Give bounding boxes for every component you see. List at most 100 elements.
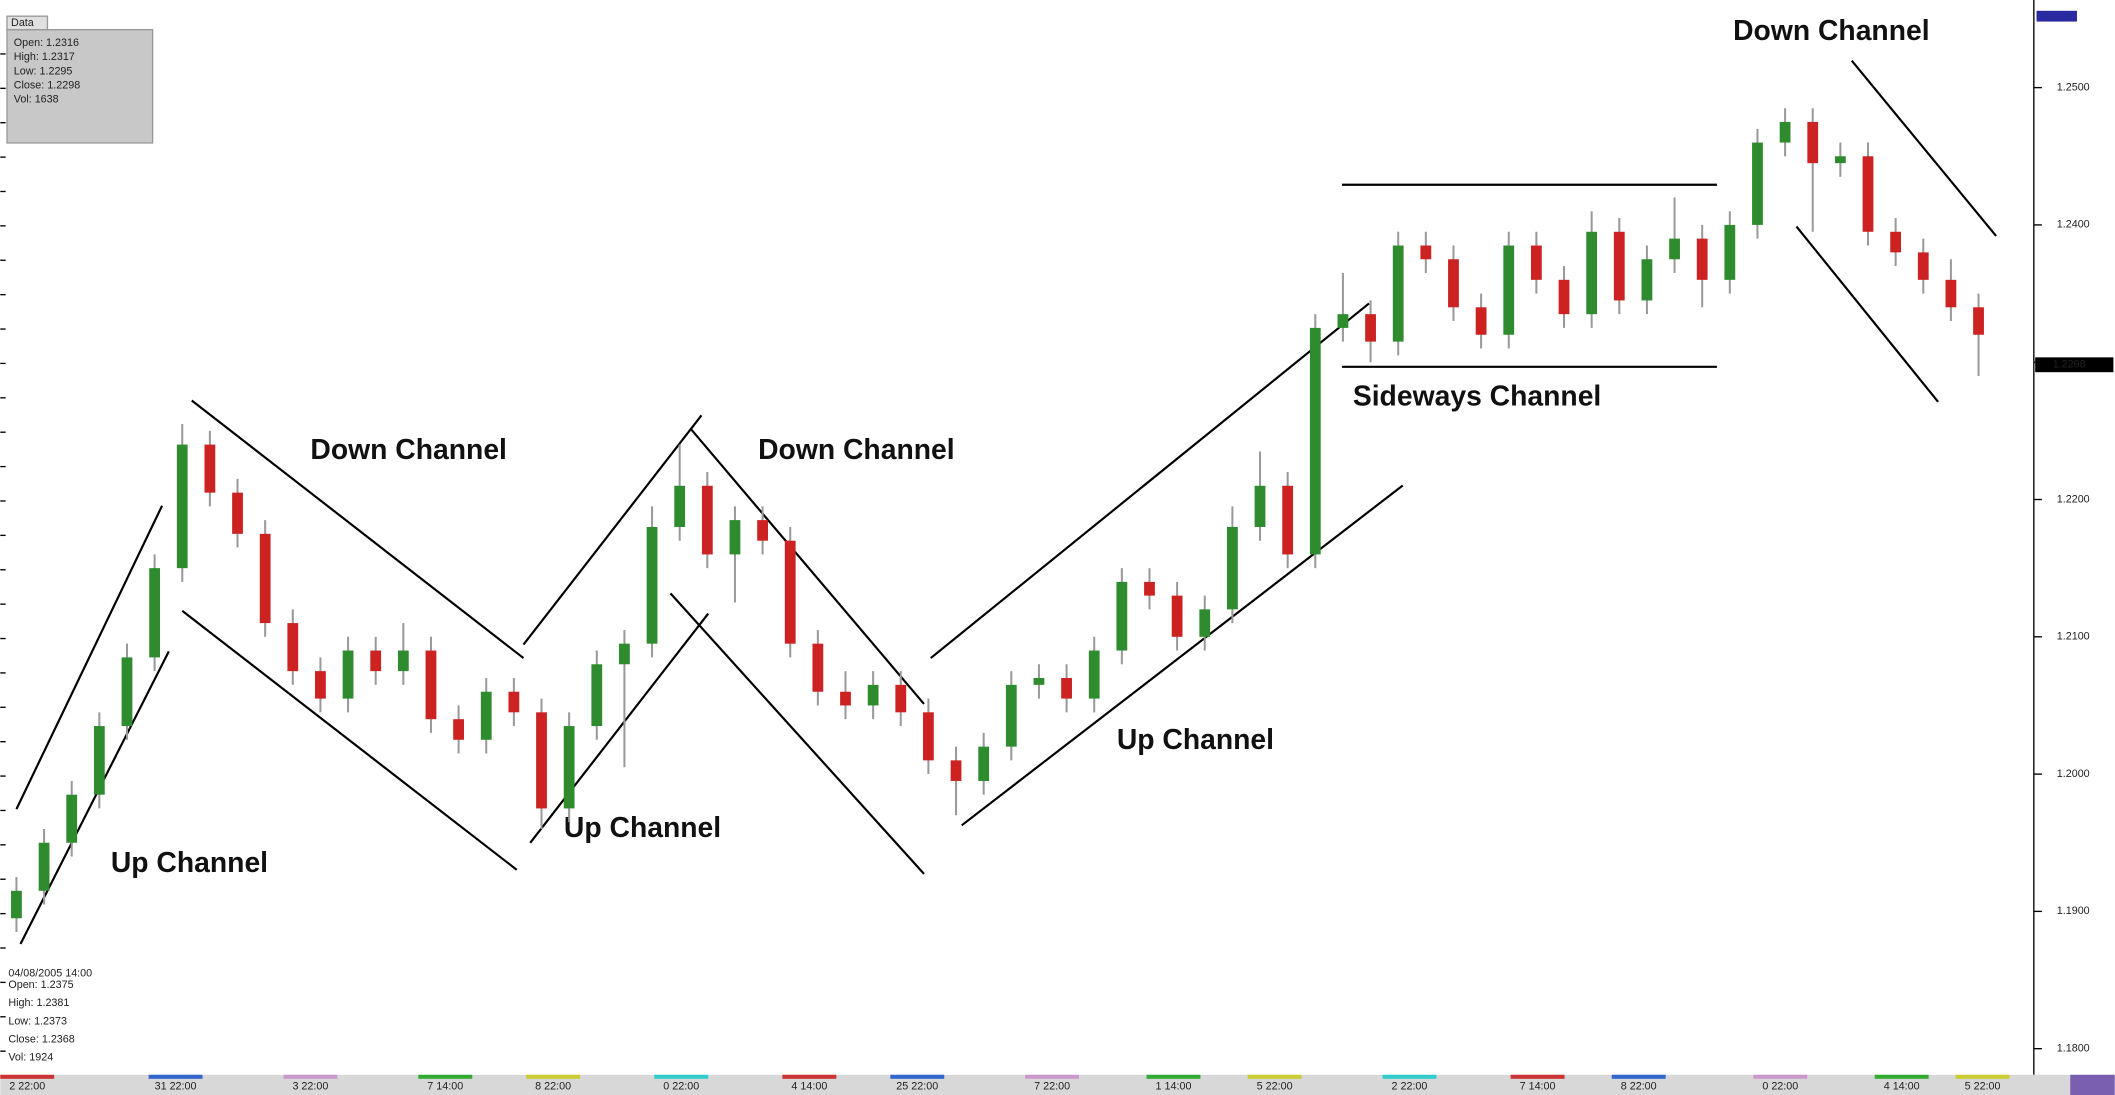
candle-body: [1116, 581, 1128, 651]
x-axis-segment: [1955, 1074, 2010, 1079]
x-axis-segment: [418, 1074, 473, 1079]
info-text: Open: 1.2375: [8, 979, 73, 991]
last-price-label: 1.2298: [2053, 359, 2086, 371]
info-tab: [6, 15, 49, 31]
candle-body: [342, 650, 354, 699]
annotation: Sideways Channel: [1353, 379, 1601, 411]
x-axis-segment: [526, 1074, 581, 1079]
y-tick-label: 1.2000: [2057, 768, 2090, 780]
candle-body: [1420, 245, 1432, 260]
y-tick-label: 1.2400: [2057, 219, 2090, 231]
x-tick-label: 8 22:00: [535, 1081, 571, 1093]
annotation: Down Channel: [758, 433, 955, 465]
candle-body: [425, 650, 437, 720]
channel-line: [669, 592, 925, 875]
info-text: Open: 1.2316: [14, 37, 79, 49]
x-axis-segment: [283, 1074, 338, 1079]
candle-body: [232, 492, 243, 534]
candle-body: [1337, 314, 1349, 328]
channel-line: [689, 428, 925, 705]
candle-body: [923, 712, 934, 761]
candle-body: [1475, 307, 1487, 335]
x-axis-segment: [654, 1074, 709, 1079]
corner-badge: [2070, 1074, 2115, 1095]
candle-body: [1724, 224, 1736, 280]
candle-body: [66, 794, 78, 843]
candle-body: [978, 746, 990, 781]
x-tick-label: 25 22:00: [896, 1081, 938, 1093]
x-tick-label: 2 22:00: [9, 1081, 45, 1093]
y-tick-label: 1.2500: [2057, 81, 2090, 93]
channel-line: [930, 302, 1370, 659]
candle-body: [1834, 156, 1846, 164]
candle-body: [1088, 650, 1100, 699]
x-axis-segment: [1382, 1074, 1437, 1079]
channel-line: [961, 484, 1404, 827]
candle-body: [1144, 581, 1155, 596]
candle-body: [1226, 526, 1238, 610]
x-tick-label: 31 22:00: [155, 1081, 197, 1093]
x-axis-segment: [1247, 1074, 1302, 1079]
candle-body: [315, 671, 326, 699]
info-text: Low: 1.2373: [8, 1015, 67, 1027]
candle-body: [1309, 327, 1321, 555]
candle-body: [1613, 231, 1625, 301]
channel-line: [191, 399, 525, 659]
candle-body: [370, 650, 382, 672]
candle-body: [1061, 677, 1072, 699]
info-text: High: 1.2317: [14, 51, 75, 63]
candle-body: [121, 657, 133, 727]
candle-body: [11, 890, 22, 919]
y-tick-label: 1.2100: [2057, 631, 2090, 643]
candle-body: [1669, 238, 1680, 260]
candle-body: [1171, 595, 1183, 637]
x-axis-segment: [1611, 1074, 1666, 1079]
candle-body: [1752, 142, 1763, 225]
channel-line: [522, 414, 703, 646]
annotation: Down Channel: [310, 433, 507, 465]
info-text: High: 1.2381: [8, 997, 69, 1009]
candle-body: [701, 485, 713, 555]
candle-body: [1558, 279, 1570, 315]
x-axis-segment: [1874, 1074, 1929, 1079]
candle-body: [840, 691, 851, 706]
channel-line: [15, 505, 164, 810]
candle-body: [757, 520, 768, 541]
x-tick-label: 3 22:00: [292, 1081, 328, 1093]
candle-body: [397, 650, 409, 672]
annotation: Up Channel: [1117, 723, 1274, 755]
candle-body: [1005, 684, 1017, 747]
y-tick-label: 1.1800: [2057, 1043, 2090, 1055]
x-tick-label: 0 22:00: [663, 1081, 699, 1093]
x-tick-label: 7 14:00: [427, 1081, 463, 1093]
candle-body: [1282, 485, 1294, 555]
candle-body: [950, 760, 962, 781]
channel-line: [1850, 59, 1997, 237]
info-text: 04/08/2005 14:00: [8, 967, 92, 979]
annotation: Up Channel: [564, 811, 721, 843]
x-axis-segment: [1753, 1074, 1808, 1079]
candle-body: [1392, 245, 1404, 342]
candle-body: [536, 712, 547, 809]
candle-body: [1641, 259, 1653, 301]
candle-body: [1586, 231, 1598, 315]
candle-body: [812, 643, 824, 692]
candle-body: [149, 568, 161, 658]
info-text: Vol: 1924: [8, 1052, 53, 1064]
candle-body: [480, 691, 492, 740]
candle-body: [784, 540, 796, 644]
x-axis-segment: [1146, 1074, 1201, 1079]
candle-body: [729, 520, 741, 555]
channel-lines: [15, 59, 1997, 945]
candle-body: [508, 691, 520, 713]
candle-body: [895, 684, 907, 713]
candle-body: [1917, 252, 1929, 280]
channel-line: [19, 650, 170, 945]
x-tick-label: 5 22:00: [1965, 1081, 2001, 1093]
candle-body: [1945, 279, 1957, 308]
candle-body: [1033, 677, 1045, 685]
x-tick-label: 4 14:00: [791, 1081, 827, 1093]
candle-body: [453, 719, 464, 740]
candle-body: [1448, 259, 1459, 308]
